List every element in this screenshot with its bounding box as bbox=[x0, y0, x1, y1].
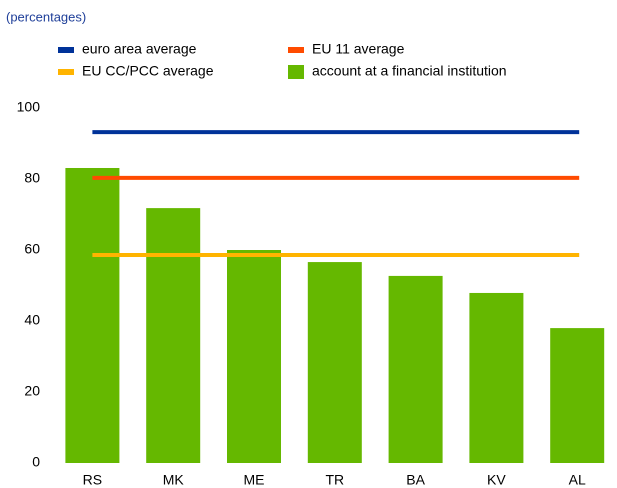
legend-swatch bbox=[288, 47, 304, 53]
bar bbox=[146, 208, 201, 463]
y-tick-label: 40 bbox=[24, 312, 40, 328]
y-tick-label: 0 bbox=[32, 454, 40, 470]
x-tick-label: BA bbox=[406, 472, 425, 488]
legend-label: euro area average bbox=[82, 41, 197, 57]
legend-swatch bbox=[58, 47, 74, 53]
legend-label: EU 11 average bbox=[312, 41, 405, 57]
x-tick-label: ME bbox=[244, 472, 265, 488]
bar bbox=[469, 292, 524, 463]
x-tick-label: TR bbox=[325, 472, 344, 488]
bar bbox=[307, 262, 362, 463]
chart-subtitle: (percentages) bbox=[6, 9, 86, 24]
legend-swatch bbox=[288, 65, 304, 79]
x-tick-label: RS bbox=[83, 472, 102, 488]
bar bbox=[65, 167, 120, 463]
y-tick-label: 60 bbox=[24, 241, 40, 257]
legend-label: EU CC/PCC average bbox=[82, 63, 214, 79]
bar bbox=[227, 250, 281, 463]
x-tick-label: AL bbox=[569, 472, 586, 488]
y-tick-label: 80 bbox=[24, 170, 40, 186]
y-tick-label: 20 bbox=[24, 383, 40, 399]
y-tick-label: 100 bbox=[17, 99, 41, 115]
bar bbox=[550, 328, 605, 463]
bar bbox=[388, 275, 443, 463]
x-tick-label: MK bbox=[163, 472, 185, 488]
legend-label: account at a financial institution bbox=[312, 63, 507, 79]
x-tick-label: KV bbox=[487, 472, 506, 488]
legend-swatch bbox=[58, 69, 74, 75]
